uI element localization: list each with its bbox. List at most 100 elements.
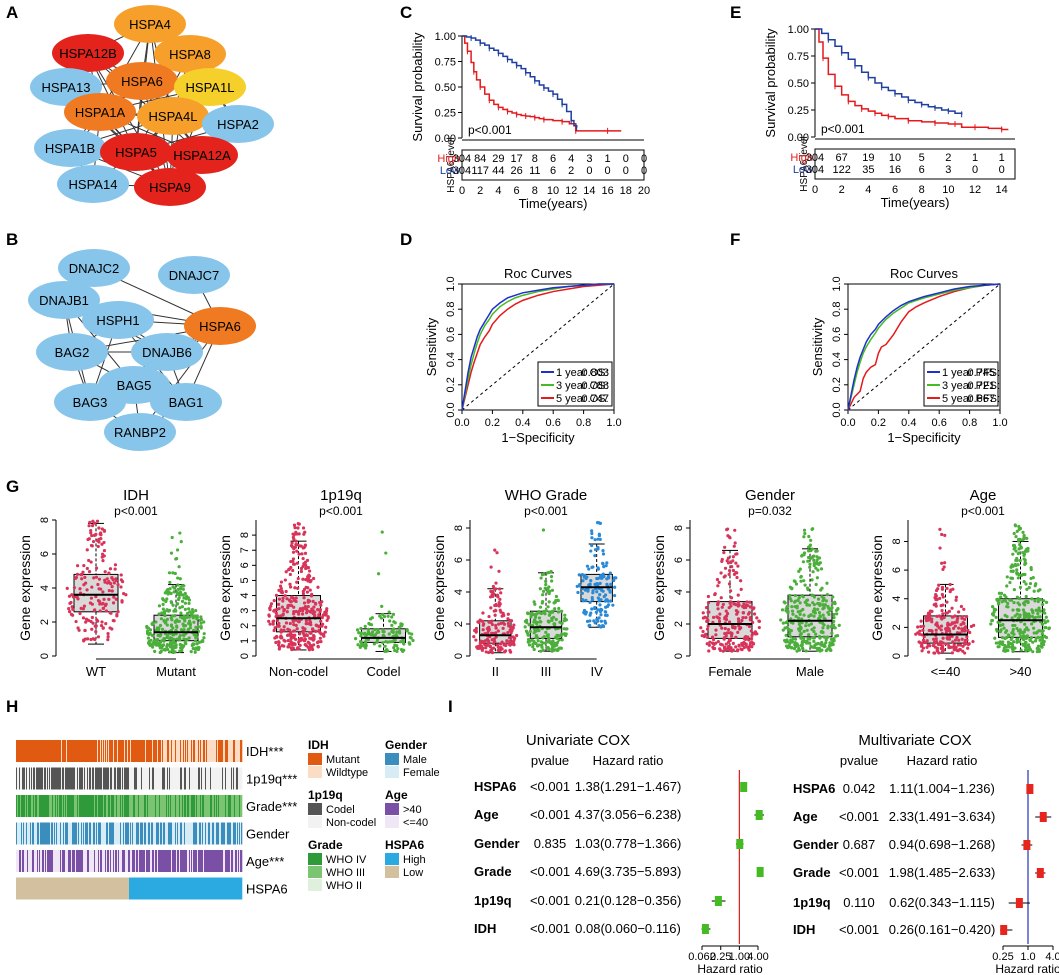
heatmap-cell [91,850,93,872]
heatmap-cell [125,795,127,817]
boxplot-point [168,637,172,641]
heatmap-cell [130,767,132,790]
heatmap-cell [122,767,124,790]
boxplot-point [800,617,804,621]
heatmap-cell [116,767,118,790]
heatmap-cell [122,740,124,762]
heatmap-cell [237,740,239,762]
heatmap-cell [194,795,196,817]
boxplot-point [957,638,961,642]
boxplot-point [318,600,323,605]
boxplot-point [596,567,600,571]
heatmap-cell [185,877,187,900]
boxplot-point [320,616,324,620]
heatmap-cell [162,850,164,872]
boxplot-point [726,640,731,644]
heatmap-cell [195,795,197,817]
boxplot-point [292,523,297,527]
forest-title: Multivariate COX [858,732,971,749]
heatmap-cell [174,767,176,790]
boxplot-point [175,619,180,623]
boxplot-point [811,527,815,531]
heatmap-cell [179,795,181,817]
heatmap-cell [231,740,233,762]
boxplot-y-tick-label: 6 [891,567,903,573]
boxplot-point [179,611,183,615]
boxplot-point [409,636,413,640]
heatmap-cell [96,767,98,790]
boxplot-point [1024,582,1028,586]
heatmap-cell [190,795,192,817]
heatmap-cell [228,877,230,900]
boxplot-point [835,612,839,616]
heatmap-cell [39,767,41,790]
boxplot-x-label: Mutant [156,664,196,679]
heatmap-cell [203,795,205,817]
boxplot-point [302,634,307,638]
heatmap-cell [182,740,184,762]
heatmap-cell [65,767,67,790]
boxplot-point [1007,634,1011,638]
boxplot-point [1040,632,1045,636]
boxplot-point [733,541,737,545]
heatmap-cell [44,850,46,872]
boxplot-point [96,582,100,587]
heatmap-cell [174,822,176,845]
boxplot-point [276,602,281,606]
heatmap-cell [160,740,162,762]
heatmap-cell [153,795,155,817]
heatmap-cell [27,850,29,872]
heatmap-cell [151,767,153,790]
heatmap-cell [35,740,37,762]
boxplot-point [511,641,516,645]
boxplot-point [796,616,801,620]
heatmap-cell [172,850,174,872]
boxplot-point [186,628,190,632]
heatmap-cell [137,740,139,762]
boxplot-point [736,630,740,634]
boxplot-point [306,600,310,604]
heatmap-cell [226,740,228,762]
boxplot-point [959,604,964,609]
boxplot-point [104,602,108,606]
heatmap-cell [133,740,135,762]
heatmap-cell [61,822,63,845]
boxplot-point [740,641,744,646]
heatmap-cell [37,850,39,872]
heatmap-cell [129,767,131,790]
heatmap-cell [136,822,138,845]
boxplot-point [1021,642,1025,646]
boxplot-point [999,628,1003,632]
boxplot-point [1023,622,1027,626]
heatmap-cell [106,850,108,872]
boxplot-point [91,519,95,523]
boxplot-point [287,568,291,572]
heatmap-cell [100,850,102,872]
heatmap-cell [61,877,63,900]
boxplot-point [122,591,126,596]
boxplot-point [740,618,744,623]
boxplot-point [820,586,824,590]
heatmap-cell [47,795,49,817]
heatmap-cell [119,850,121,872]
heatmap-cell [155,767,157,790]
boxplot-point [718,612,722,616]
boxplot-point [190,643,194,648]
boxplot-point [952,643,956,647]
boxplot-point [941,595,945,599]
heatmap-cell [88,877,90,900]
boxplot-point [554,594,559,599]
boxplot-point [1034,636,1038,640]
boxplot-point [318,636,322,640]
network-node-label: DNAJB1 [39,293,89,308]
boxplot-point [301,592,306,596]
heatmap-cell [216,850,218,872]
heatmap-cell [187,767,189,790]
boxplot-point [547,585,551,589]
boxplot-point [821,599,825,603]
heatmap-cell [123,740,125,762]
roc-y-tick-label: 0.4 [831,352,843,367]
heatmap-cell [144,740,146,762]
heatmap-cell [181,740,183,762]
boxplot-point [741,611,745,615]
